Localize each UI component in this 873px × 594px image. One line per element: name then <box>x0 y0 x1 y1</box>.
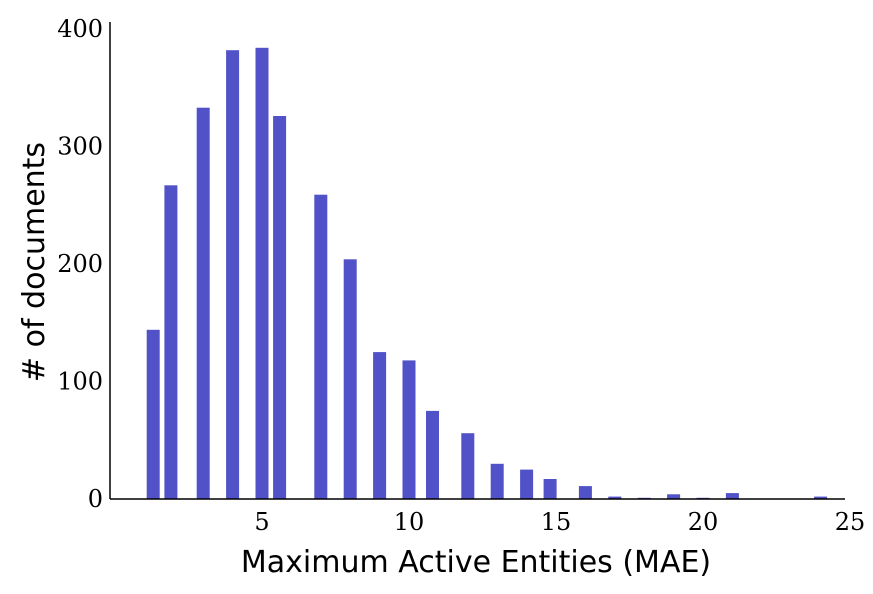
bar <box>255 47 269 500</box>
x-tick-label: 15 <box>541 508 572 536</box>
y-tick-label: 100 <box>57 368 103 396</box>
bar <box>814 496 828 499</box>
bar <box>578 486 592 499</box>
y-tick-labels: 0 100 200 300 400 <box>57 15 103 513</box>
bar <box>343 259 357 499</box>
y-tick-label: 300 <box>57 133 103 161</box>
y-tick-label: 0 <box>88 485 103 513</box>
bar <box>520 469 534 499</box>
x-tick-label: 25 <box>835 508 866 536</box>
bar <box>461 433 475 499</box>
x-tick-label: 20 <box>688 508 719 536</box>
bar <box>608 496 622 499</box>
bar <box>725 493 739 499</box>
bar <box>196 107 210 499</box>
y-tick-label: 400 <box>57 15 103 43</box>
bar <box>543 479 557 499</box>
x-tick-label: 10 <box>394 508 425 536</box>
bar <box>373 352 387 499</box>
bar <box>490 463 504 500</box>
bar <box>314 194 328 499</box>
bar <box>146 329 160 499</box>
x-tick-label: 5 <box>254 508 269 536</box>
y-tick-label: 200 <box>57 250 103 278</box>
bar <box>426 410 439 499</box>
y-axis-label: # of documents <box>17 142 52 382</box>
bar <box>273 116 287 499</box>
bar <box>402 360 416 499</box>
x-tick-labels: 5 10 15 20 25 <box>254 508 865 536</box>
bars-group <box>146 47 828 500</box>
bar <box>667 494 681 499</box>
x-axis-label: Maximum Active Entities (MAE) <box>241 545 711 580</box>
bar <box>164 185 178 500</box>
bar <box>226 50 240 499</box>
